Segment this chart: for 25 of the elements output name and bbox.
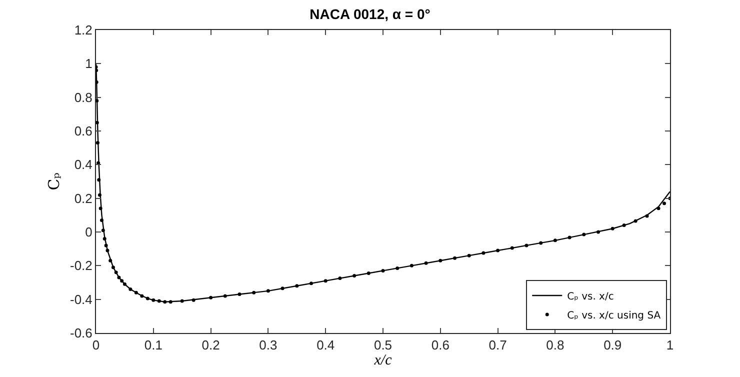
- legend-label: Cₚ vs. x/c using SA: [567, 310, 661, 322]
- x-tick-label: 0.5: [374, 338, 392, 353]
- legend-label: Cₚ vs. x/c: [567, 291, 614, 302]
- x-tick-label: 0.3: [259, 338, 278, 353]
- x-tick-label: 0.8: [546, 338, 564, 353]
- x-tick-label: 0.6: [431, 338, 450, 353]
- y-tick-label: 0.8: [74, 90, 92, 105]
- x-tick-label: 0.2: [202, 338, 220, 353]
- x-tick-label: 0.9: [604, 338, 622, 353]
- y-tick-label: -0.2: [70, 258, 92, 274]
- y-tick-label: 0.4: [74, 157, 92, 172]
- x-tick-label: 0.4: [316, 338, 335, 353]
- y-tick-label: -0.4: [70, 292, 92, 307]
- y-tick-label: 1: [85, 56, 92, 72]
- chart-title: NACA 0012, α = 0°: [310, 6, 430, 22]
- y-tick-label: 0.2: [74, 190, 92, 206]
- y-tick-label: 1.2: [74, 22, 92, 38]
- x-axis-title: x/c: [373, 352, 392, 369]
- x-tick-label: 1: [666, 338, 674, 353]
- x-tick-label: 0.1: [144, 338, 162, 353]
- y-tick-label: 0: [85, 224, 92, 240]
- y-tick-label: -0.6: [70, 326, 92, 341]
- y-tick-label: 0.6: [74, 124, 92, 139]
- x-tick-label: 0.7: [488, 338, 507, 353]
- y-axis-title: Cₚ: [45, 172, 64, 190]
